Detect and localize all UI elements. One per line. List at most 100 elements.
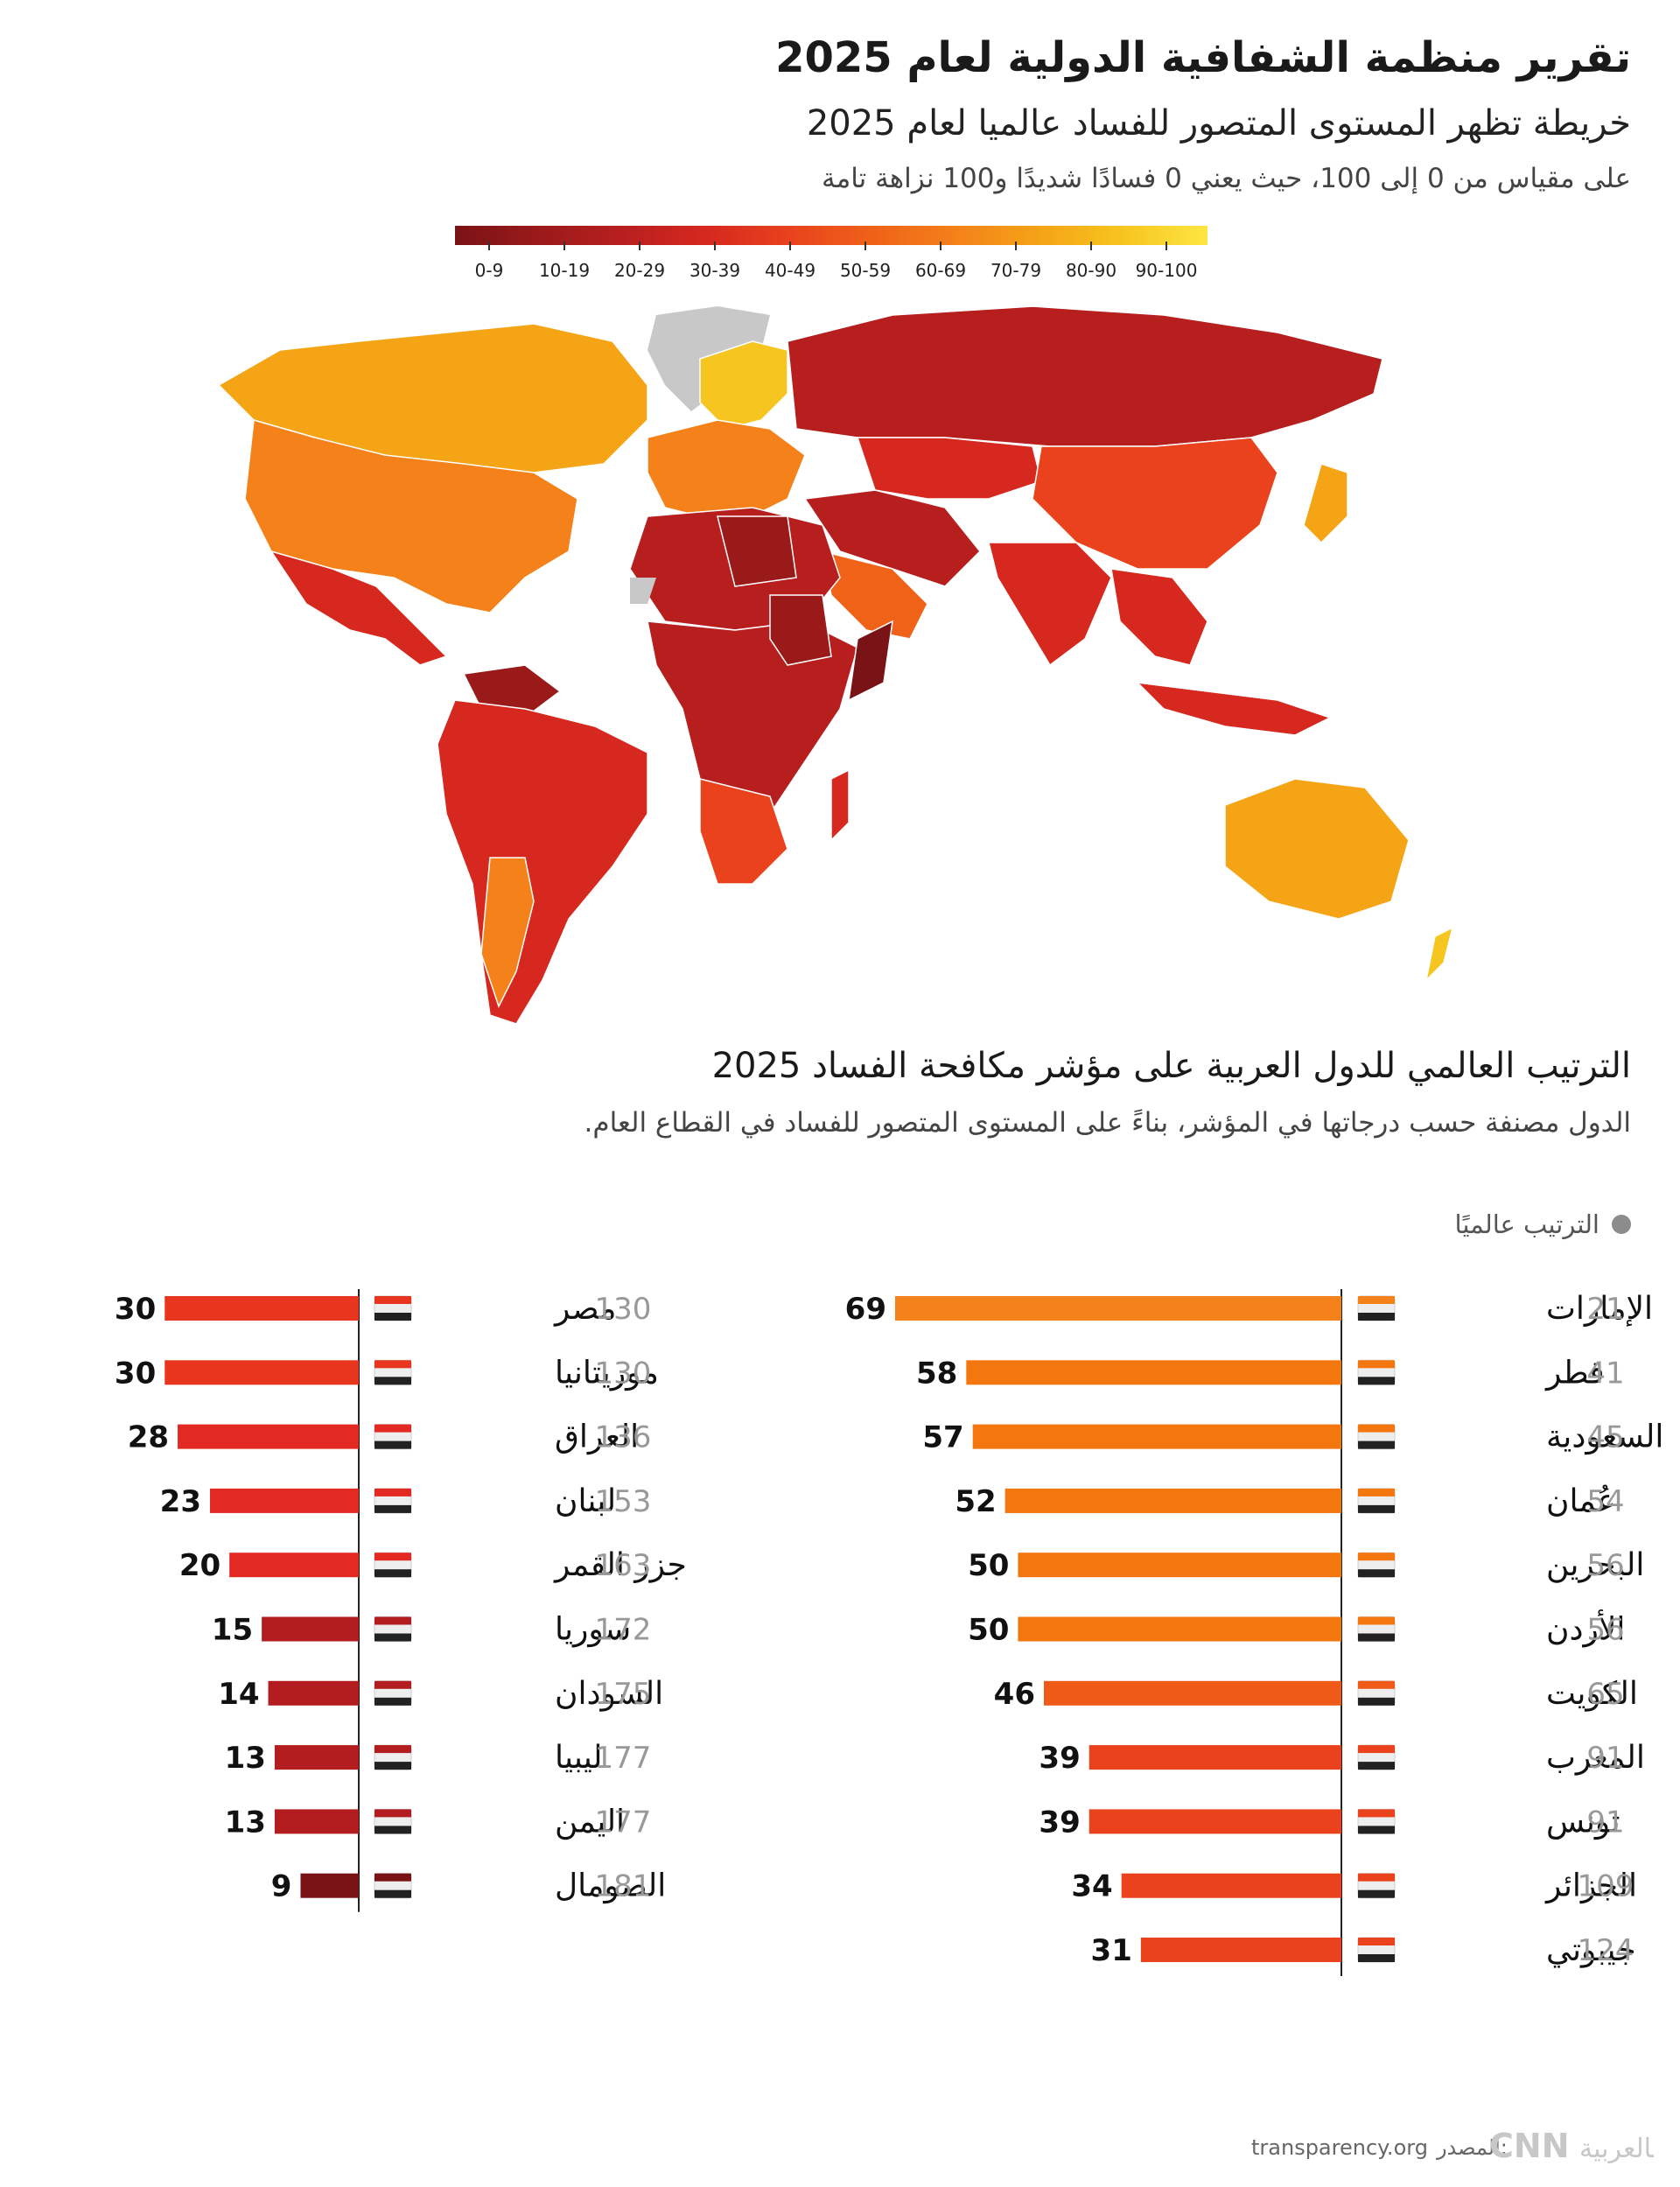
map-southern-africa	[699, 778, 788, 885]
score-label: 13	[225, 1805, 266, 1840]
map-arabia	[822, 550, 928, 640]
score-label: 9	[271, 1869, 292, 1904]
score-bar	[1018, 1553, 1341, 1578]
country-name: السعودية	[1546, 1419, 1663, 1455]
djibouti-flag	[1357, 1937, 1396, 1963]
score-bar	[972, 1424, 1341, 1449]
score-label: 23	[160, 1484, 201, 1519]
score-bar	[229, 1553, 359, 1578]
score-bar	[164, 1296, 359, 1321]
legend-label: 50-59	[840, 260, 891, 281]
legend-label: 0-9	[475, 260, 504, 281]
score-bar	[1121, 1873, 1341, 1898]
score-label: 69	[845, 1292, 886, 1327]
score-label: 50	[968, 1613, 1009, 1648]
score-label: 39	[1039, 1805, 1080, 1840]
country-name: الكويت	[1546, 1676, 1638, 1712]
country-name: جزر القمر	[553, 1547, 687, 1583]
map-indonesia	[1135, 681, 1332, 736]
egypt-flag	[374, 1295, 412, 1321]
legend-label: 20-29	[614, 260, 665, 281]
world-rank: 177	[595, 1741, 652, 1776]
rank-key: الترتيب عالميًا	[1454, 1209, 1631, 1239]
country-name: الصومال	[555, 1868, 666, 1904]
syria-flag	[374, 1616, 412, 1642]
map-europe	[647, 419, 806, 517]
map-subtitle: خريطة تظهر المستوى المتصور للفساد عالميا…	[806, 103, 1631, 144]
map-scandinavia	[699, 340, 788, 430]
score-bar	[1088, 1745, 1341, 1770]
legend-label: 80-90	[1066, 260, 1116, 281]
world-rank: 130	[595, 1356, 652, 1391]
score-bar	[210, 1488, 359, 1513]
country-name: قطر	[1544, 1355, 1605, 1391]
world-rank: 181	[595, 1869, 652, 1904]
score-label: 58	[916, 1356, 957, 1391]
score-label: 46	[994, 1677, 1035, 1712]
score-bar	[164, 1360, 359, 1385]
world-rank: 56	[1586, 1548, 1624, 1583]
country-name: الجزائر	[1544, 1868, 1637, 1904]
score-label: 30	[115, 1292, 156, 1327]
world-rank: 56	[1586, 1613, 1624, 1648]
score-bar	[274, 1809, 359, 1834]
country-name: موريتانيا	[555, 1355, 659, 1391]
world-rank: 21	[1586, 1292, 1624, 1327]
world-rank: 41	[1586, 1356, 1624, 1391]
world-rank: 130	[595, 1292, 652, 1327]
country-name: ليبيا	[555, 1740, 603, 1776]
somalia-flag	[374, 1873, 412, 1899]
algeria-flag	[1357, 1873, 1396, 1899]
score-bar	[300, 1873, 359, 1898]
map-chile-argentina	[480, 857, 535, 1008]
score-bar	[1044, 1680, 1341, 1706]
country-name: جيبوتي	[1546, 1932, 1636, 1968]
lebanon-flag	[374, 1488, 412, 1514]
source-value: transparency.org	[1251, 2135, 1428, 2160]
source-label: المصدر:	[1436, 2135, 1508, 2160]
morocco-flag	[1357, 1744, 1396, 1770]
world-rank: 175	[595, 1677, 652, 1712]
country-name: العراق	[555, 1419, 639, 1455]
map-western-sahara	[630, 578, 656, 604]
score-label: 34	[1071, 1869, 1112, 1904]
legend-label: 10-19	[539, 260, 590, 281]
country-name: اليمن	[555, 1804, 625, 1840]
score-bar	[1088, 1809, 1341, 1834]
map-japan	[1303, 463, 1348, 544]
legend-label: 30-39	[690, 260, 740, 281]
map-libya	[717, 515, 797, 587]
tunisia-flag	[1357, 1808, 1396, 1834]
rank-key-label: الترتيب عالميًا	[1454, 1209, 1600, 1239]
scale-note: على مقياس من 0 إلى 100، حيث يعني 0 فسادً…	[822, 163, 1631, 194]
score-bar	[1004, 1488, 1341, 1513]
country-name: مصر	[553, 1291, 616, 1327]
world-rank: 153	[595, 1484, 652, 1519]
source-credit: transparency.org المصدر:	[1251, 2135, 1508, 2160]
score-bar	[178, 1424, 359, 1449]
country-name: المغرب	[1546, 1740, 1645, 1776]
uae-flag	[1357, 1295, 1396, 1321]
comoros-flag	[374, 1552, 412, 1578]
score-label: 14	[218, 1677, 259, 1712]
score-bar	[268, 1680, 359, 1706]
world-rank: 91	[1586, 1741, 1624, 1776]
map-new-zealand	[1424, 926, 1454, 983]
country-name: عُمان	[1546, 1483, 1616, 1519]
ranking-subtitle: الدول مصنفة حسب درجاتها في المؤشر، بناءً…	[584, 1107, 1631, 1139]
score-label: 50	[968, 1548, 1009, 1583]
legend-gradient	[455, 226, 1208, 245]
score-bar	[274, 1745, 359, 1770]
svg-text:بالعربية: بالعربية	[1579, 2134, 1654, 2164]
score-label: 52	[955, 1484, 996, 1519]
country-name: السودان	[555, 1676, 663, 1712]
iraq-flag	[374, 1424, 412, 1450]
score-bar	[966, 1360, 1341, 1385]
score-bar	[262, 1616, 359, 1642]
score-label: 31	[1091, 1933, 1132, 1968]
world-rank: 91	[1586, 1805, 1624, 1840]
rank-key-dot	[1612, 1215, 1631, 1234]
ranking-title: الترتيب العالمي للدول العربية على مؤشر م…	[711, 1046, 1631, 1086]
sudan-flag	[374, 1680, 412, 1707]
